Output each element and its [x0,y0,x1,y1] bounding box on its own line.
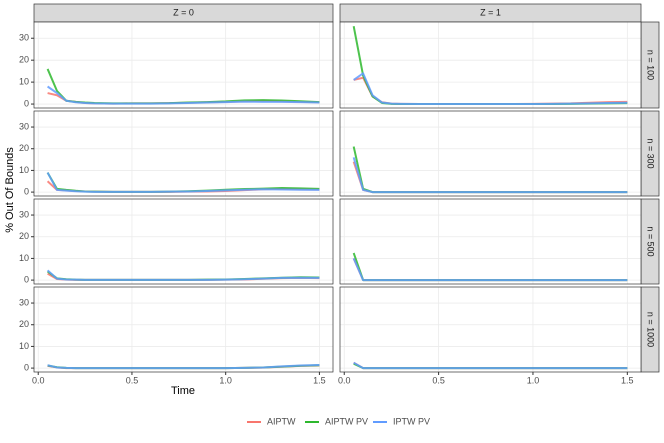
panel-border [33,110,334,197]
panel [340,111,641,196]
panel [340,199,641,284]
y-tick-label: 30 [19,33,29,43]
x-tick-label: 0.0 [32,375,45,385]
y-tick-label: 20 [19,319,29,329]
facet-label: n = 500 [646,226,656,256]
facet-label: n = 1000 [646,312,656,347]
x-tick-label: 1.0 [219,375,232,385]
y-tick-label: 30 [19,297,29,307]
x-tick-label: 1.5 [621,375,634,385]
panel-border [33,198,334,285]
panel-border [339,286,642,373]
y-tick-label: 0 [24,362,29,372]
series-line [47,364,320,370]
legend-label: AIPTW [267,416,296,426]
panel-border [33,21,334,109]
y-tick-label: 10 [19,253,29,263]
y-tick-label: 10 [19,341,29,351]
facet-label: n = 300 [646,138,656,168]
series-line [352,157,628,194]
facet-label: Z = 1 [480,7,501,17]
x-tick-label: 0.0 [338,375,351,385]
y-tick-label: 30 [19,121,29,131]
y-tick-label: 30 [19,209,29,219]
series-line [47,85,320,105]
y-axis-title: % Out Of Bounds [4,147,16,233]
panel-border [339,21,642,109]
panel [34,287,333,372]
series-line [352,258,628,282]
panel [340,22,641,108]
series-line [353,72,628,106]
panel-border [339,198,642,285]
series-line [46,172,320,193]
panel [34,111,333,196]
panel [34,22,333,108]
series-line [46,269,320,281]
panel-border [339,110,642,197]
x-tick-label: 1.5 [313,375,326,385]
x-axis-title: Time [171,385,195,397]
y-tick-label: 0 [24,98,29,108]
y-tick-label: 20 [19,55,29,65]
panel [34,199,333,284]
legend-label: AIPTW PV [325,416,368,426]
panel-border [33,286,334,373]
x-tick-label: 1.0 [527,375,540,385]
x-tick-label: 0.5 [126,375,139,385]
legend-label: IPTW PV [393,416,430,426]
x-tick-label: 0.5 [432,375,445,385]
y-tick-label: 20 [19,143,29,153]
facet-label: Z = 0 [173,7,194,17]
facet-label: n = 100 [646,50,656,80]
y-tick-label: 10 [19,76,29,86]
y-tick-label: 0 [24,274,29,284]
y-tick-label: 0 [24,186,29,196]
series-line [353,361,628,370]
y-tick-label: 20 [19,231,29,241]
panel [340,287,641,372]
y-tick-label: 10 [19,165,29,175]
